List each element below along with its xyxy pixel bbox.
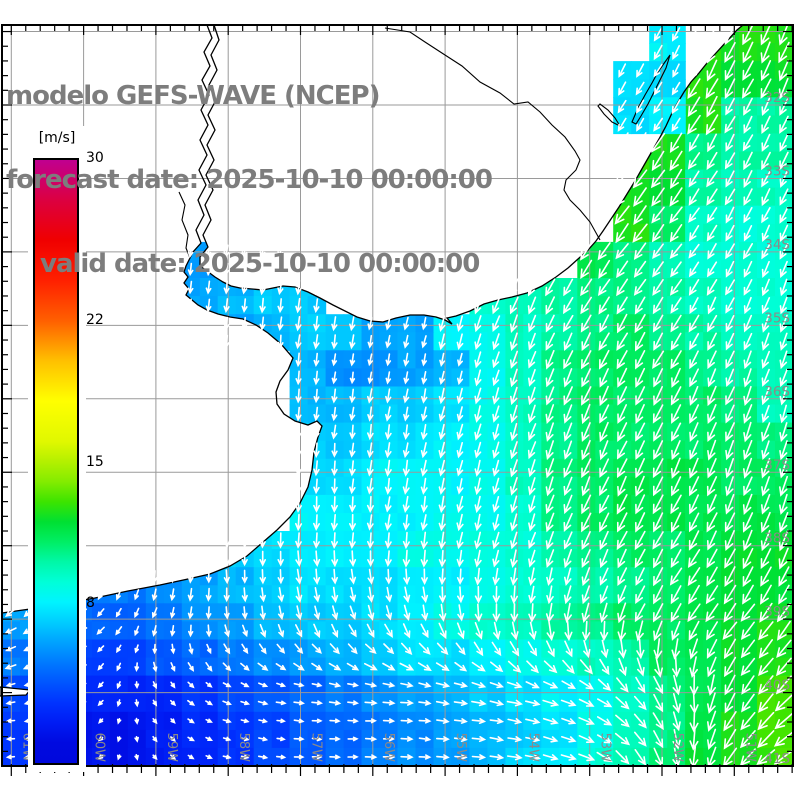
- colorbar-tick-8: 8: [86, 595, 95, 612]
- lat-label-33S: 33S: [764, 163, 790, 179]
- colorbar: [m/s]: [28, 126, 86, 772]
- model-title: modelo GEFS-WAVE (NCEP): [6, 81, 380, 111]
- colorbar-tick-22: 22: [86, 311, 104, 328]
- lon-label-58W: 58W: [236, 733, 251, 763]
- lat-label-32S: 32S: [764, 90, 790, 106]
- south-coast-sliver: [0, 686, 32, 697]
- axis-labels-layer: 61W 60W 59W 58W 57W 56W 55W 54W 53W 52W 51W32S33S3…: [19, 90, 790, 767]
- lon-label-56W: 56W: [381, 733, 396, 763]
- coastline-layer: [0, 24, 744, 697]
- lon-label-54W: 54W: [525, 733, 540, 763]
- lon-label-52W: 52W: [670, 733, 685, 763]
- colorbar-tick-30: 30: [86, 150, 104, 166]
- lon-label-60W: 60W: [92, 733, 107, 763]
- colorbar-tick-15: 15: [86, 453, 104, 470]
- lagoon-mirim-outline: [631, 54, 671, 125]
- lat-label-37S: 37S: [764, 457, 790, 473]
- lat-label-41S: 41S: [764, 751, 790, 767]
- lat-label-39S: 39S: [764, 604, 790, 620]
- wind-arrows-layer: [4, 23, 794, 770]
- map-frame-layer: [1, 24, 794, 776]
- map-title-block: modelo GEFS-WAVE (NCEP) forecast date: 2…: [6, 26, 493, 334]
- colorbar-gradient: [33, 158, 79, 765]
- lon-label-55W: 55W: [453, 733, 468, 763]
- lon-label-59W: 59W: [164, 733, 179, 763]
- colorbar-unit-label: [m/s]: [38, 130, 76, 146]
- coastline-argentina: [1, 24, 323, 614]
- parana-river-branch: [178, 191, 191, 259]
- valid-date-label: valid date: 2025-10-10 00:00:00: [40, 249, 480, 279]
- lat-label-38S: 38S: [764, 531, 790, 547]
- lon-label-53W: 53W: [598, 733, 613, 763]
- lon-label-57W: 57W: [309, 733, 324, 763]
- border-river-line: [384, 27, 601, 241]
- lat-label-36S: 36S: [764, 384, 790, 400]
- lat-label-35S: 35S: [764, 310, 790, 326]
- forecast-date-label: forecast date: 2025-10-10 00:00:00: [6, 165, 493, 195]
- lagoon-west-outline: [597, 103, 622, 128]
- lon-label-51W: 51W: [742, 733, 757, 763]
- lat-label-40S: 40S: [764, 678, 790, 694]
- coastline-uruguay-brazil: [199, 24, 744, 325]
- lat-label-34S: 34S: [764, 237, 790, 253]
